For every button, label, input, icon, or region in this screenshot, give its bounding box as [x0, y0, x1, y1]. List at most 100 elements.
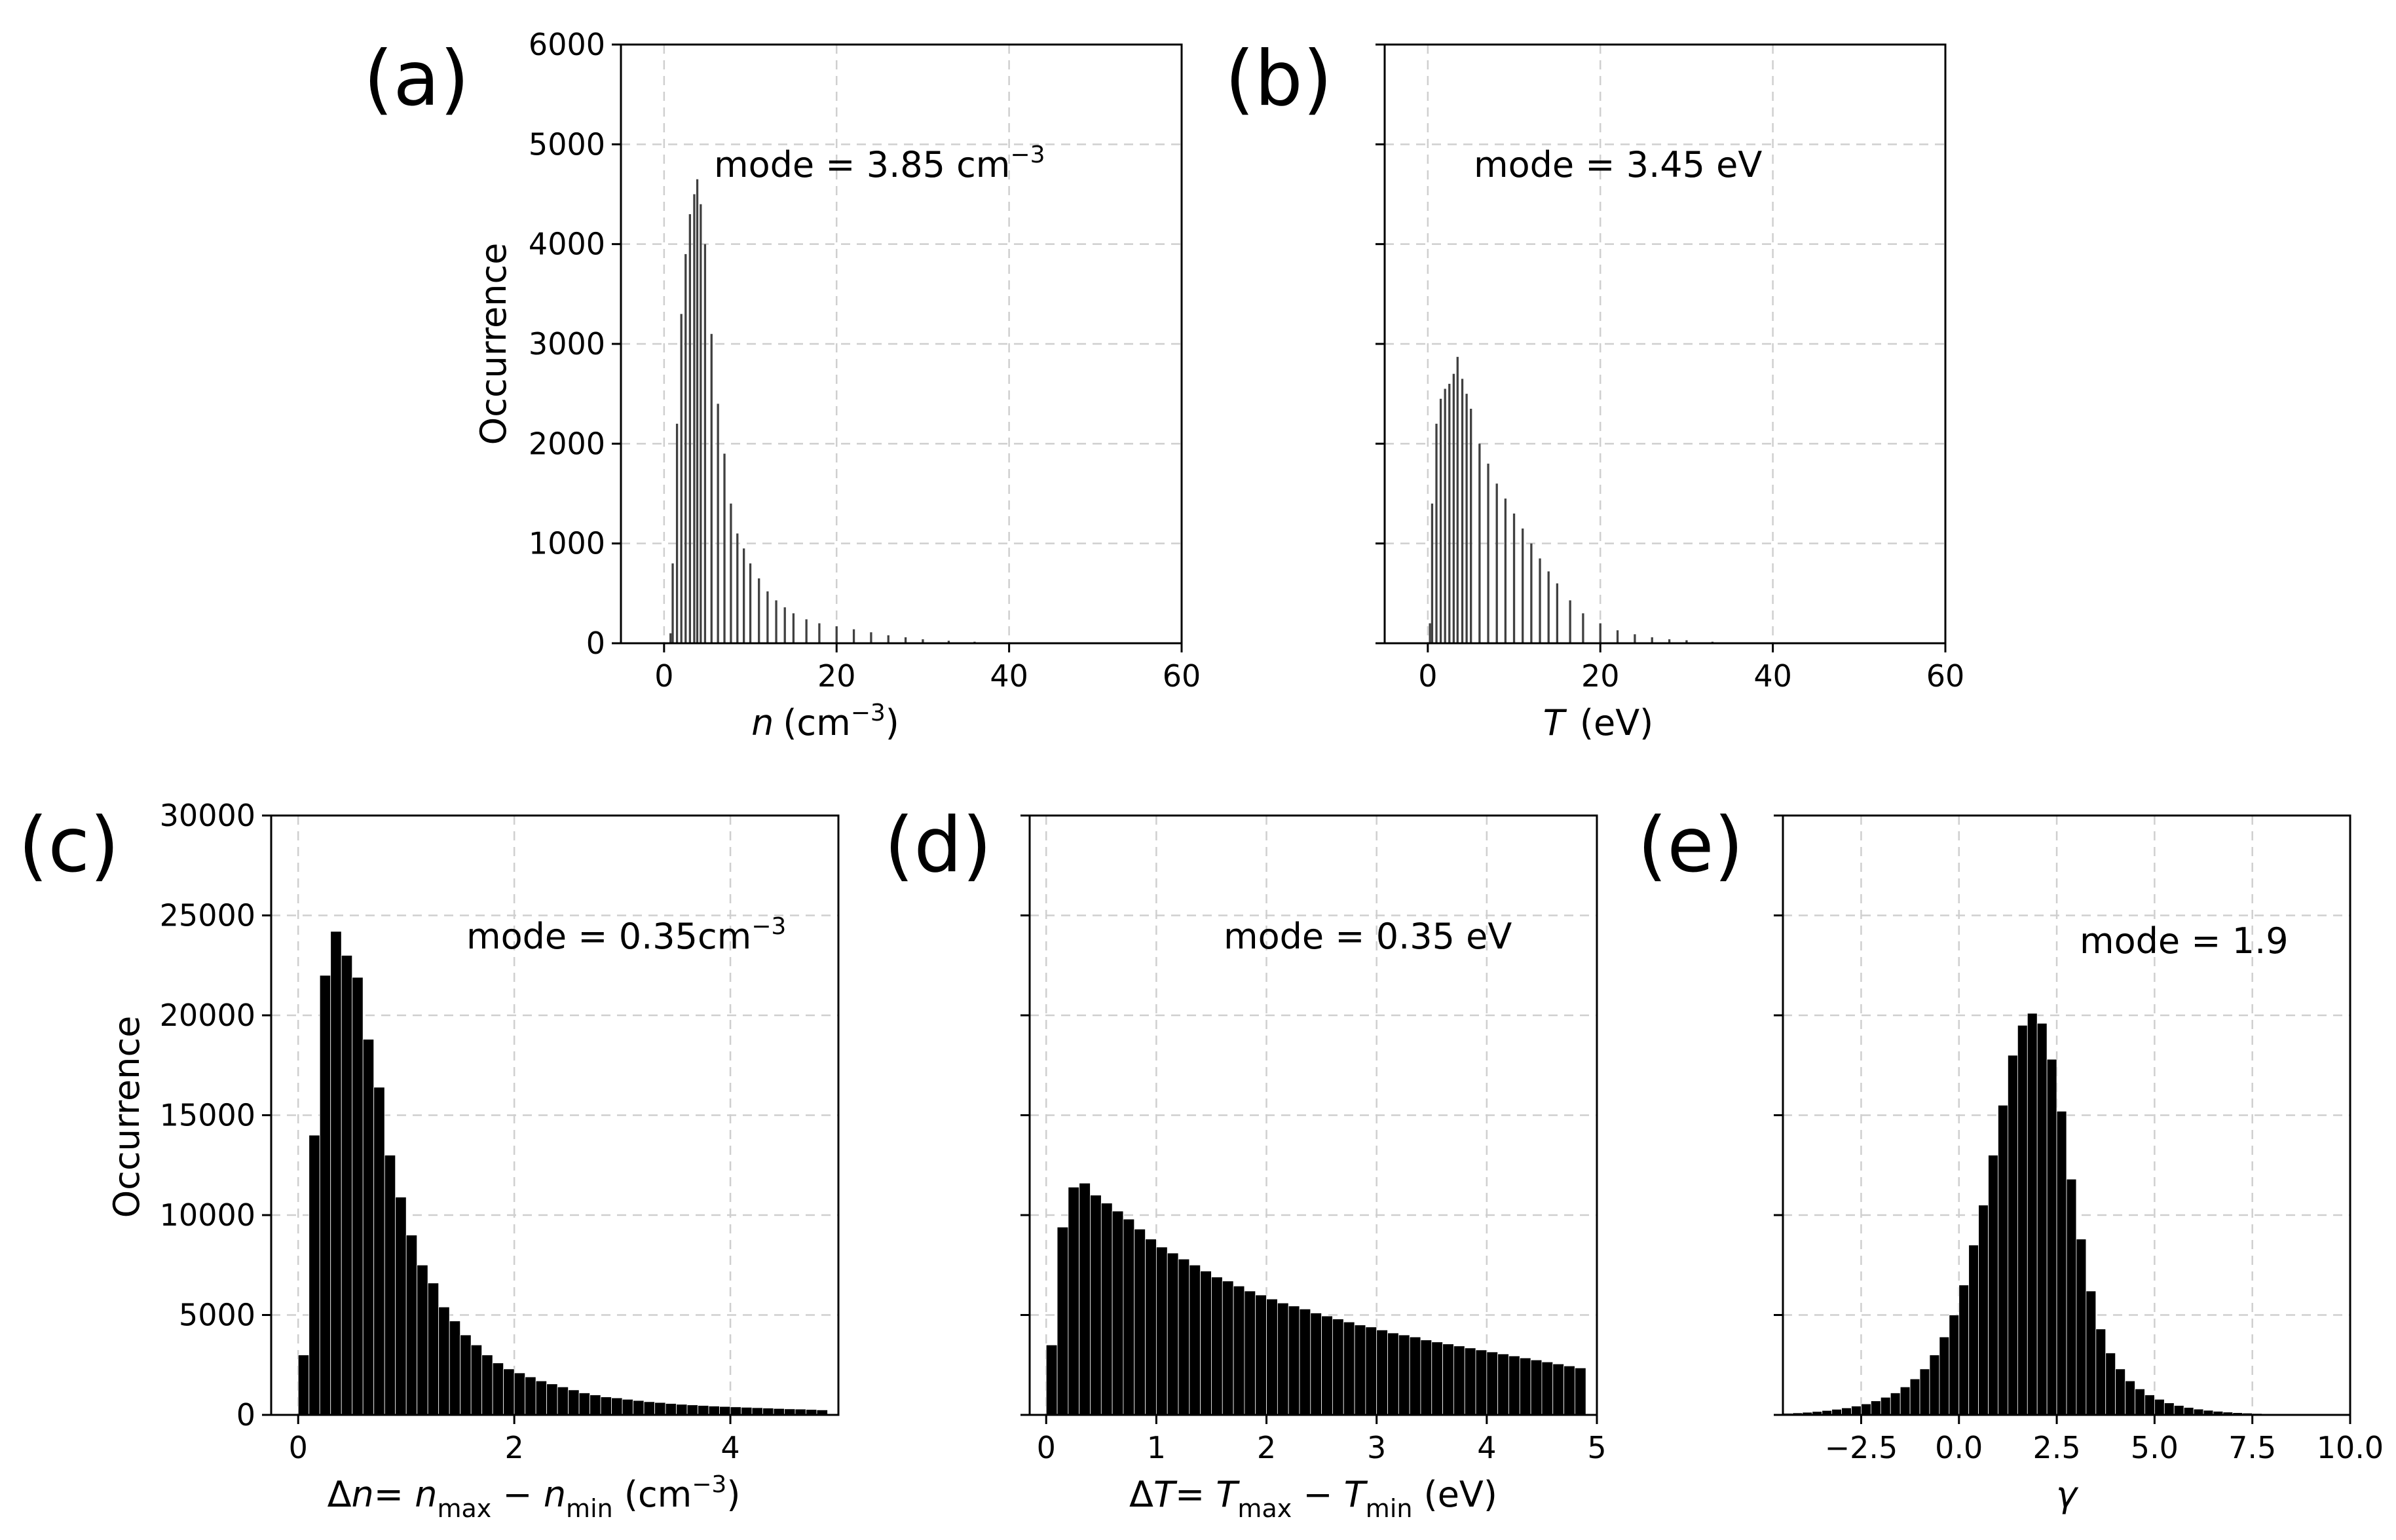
panel-a-bar-10	[710, 333, 713, 643]
panel-e-bar-27	[2046, 1059, 2057, 1416]
panel-d-bar-36	[1442, 1343, 1454, 1416]
panel-a-label: (a)	[364, 35, 470, 123]
panel-c-bar-29	[611, 1397, 623, 1416]
panel-b-bar-24	[1616, 630, 1619, 643]
panel-a-ytick-label-0: 0	[586, 626, 605, 661]
panel-c-xtick-label-2: 4	[721, 1430, 739, 1465]
panel-d-xtick-label-0: 0	[1037, 1430, 1056, 1465]
panel-a-bar-7	[696, 179, 699, 643]
panel-e-bar-11	[1890, 1393, 1901, 1416]
panel-e-bar-16	[1939, 1336, 1950, 1416]
panel-b-bar-19	[1547, 571, 1550, 643]
panel-a-bar-5	[688, 214, 691, 643]
panel-c-mode-annotation: mode = 0.35cm−3	[466, 913, 786, 957]
panel-e-bar-37	[2144, 1395, 2155, 1416]
panel-a-bar-24	[835, 626, 838, 643]
panel-d-bar-27	[1343, 1321, 1355, 1416]
panel-c-bar-10	[405, 1235, 418, 1416]
panel-c-bar-5	[352, 977, 364, 1416]
panel-e-xtick-label-2: 2.5	[2032, 1430, 2080, 1465]
panel-a-bar-19	[775, 600, 777, 643]
panel-d-bar-39	[1475, 1349, 1488, 1416]
panel-e-xtick-label-4: 7.5	[2228, 1430, 2276, 1465]
panel-a-bar-27	[887, 635, 889, 643]
panel-e-bar-31	[2086, 1290, 2097, 1416]
panel-d-bar-45	[1541, 1361, 1554, 1416]
panel-d-xtick-label-3: 3	[1367, 1430, 1386, 1465]
panel-d-bar-1	[1057, 1226, 1069, 1416]
panel-b-bar-12	[1487, 463, 1489, 643]
panel-e-xtick-label-0: −2.5	[1825, 1430, 1898, 1465]
panel-c-bar-28	[600, 1397, 612, 1416]
panel-b-bar-8	[1461, 379, 1464, 643]
panel-b-bar-9	[1465, 394, 1468, 643]
panel-b-xtick-label-2: 40	[1753, 658, 1792, 694]
panel-a-ytick-label-5: 5000	[529, 126, 605, 162]
panel-d-bar-43	[1519, 1357, 1531, 1416]
panel-e-xlabel: γ	[2056, 1474, 2079, 1515]
panel-d-bar-44	[1530, 1359, 1543, 1416]
panel-c-bar-31	[633, 1400, 645, 1416]
panel-d-bar-26	[1332, 1319, 1344, 1416]
panel-b-bar-18	[1539, 558, 1541, 643]
panel-d-bar-7	[1123, 1218, 1135, 1416]
panel-d-bar-42	[1508, 1355, 1520, 1416]
panel-e-bar-17	[1949, 1315, 1960, 1416]
panel-d-bar-18	[1244, 1290, 1256, 1416]
panel-c-ytick-label-0: 0	[236, 1397, 255, 1433]
panel-b-xlabel: T (eV)	[1543, 702, 1653, 743]
panel-d-bar-47	[1563, 1365, 1575, 1416]
panel-e-bar-12	[1900, 1386, 1911, 1416]
panel-e-bar-20	[1978, 1205, 1989, 1416]
panel-e-bar-19	[1968, 1245, 1979, 1416]
panel-d-bar-12	[1178, 1258, 1190, 1416]
panel-d-bar-21	[1277, 1302, 1289, 1416]
panel-e-xtick-label-5: 10.0	[2317, 1430, 2384, 1465]
panel-e-xtick-label-3: 5.0	[2131, 1430, 2179, 1465]
panel-a-xtick-label-0: 0	[654, 658, 673, 694]
panel-d-xtick-label-4: 4	[1477, 1430, 1496, 1465]
panel-c-bar-35	[676, 1404, 688, 1416]
panel-b-bar-1	[1431, 503, 1434, 643]
panel-c-bar-16	[470, 1344, 483, 1416]
panel-d-bar-11	[1167, 1252, 1179, 1416]
panel-c-ytick-label-6: 30000	[160, 798, 255, 833]
panel-c-bar-27	[590, 1395, 601, 1416]
panel-b: 0 20 40 60 (b) mode = 3.45 eV T (eV)	[1225, 35, 1964, 743]
panel-c-bar-19	[503, 1368, 515, 1416]
panel-c-bar-21	[525, 1376, 536, 1416]
panel-e-bar-18	[1958, 1285, 1970, 1416]
panel-a-bar-2	[675, 423, 679, 643]
panel-e-bar-41	[2183, 1407, 2194, 1416]
panel-c-bar-13	[438, 1306, 450, 1416]
panel-e-bar-28	[2056, 1111, 2067, 1416]
panel-c-bar-37	[698, 1405, 709, 1416]
panel-e-bar-10	[1880, 1397, 1891, 1416]
panel-d-bar-29	[1365, 1326, 1377, 1416]
panel-e-bar-29	[2066, 1178, 2077, 1416]
panel-a-bar-9	[703, 244, 707, 644]
panel-b-bar-23	[1599, 623, 1601, 643]
panel-b-label: (b)	[1225, 35, 1332, 123]
panel-b-bar-13	[1495, 483, 1498, 643]
panel-a-ylabel: Occurrence	[473, 243, 514, 445]
panel-a-bar-20	[783, 607, 786, 643]
panel-b-bar-2	[1435, 423, 1438, 643]
panel-c-bar-34	[665, 1403, 677, 1416]
panel-a-bar-16	[749, 563, 752, 643]
panel-a-xtick-label-3: 60	[1163, 658, 1201, 694]
panel-d-bar-40	[1486, 1351, 1499, 1416]
panel-a-bar-22	[805, 619, 808, 643]
panel-d-bar-35	[1431, 1342, 1443, 1416]
panel-a-bar-4	[684, 254, 687, 643]
panel-d-xlabel: ΔT= Tmax − Tmin (eV)	[1129, 1474, 1497, 1523]
panel-a-bar-18	[766, 591, 769, 643]
panel-a-bar-15	[743, 548, 745, 643]
panel-e-bar-26	[2036, 1023, 2048, 1416]
panel-d-bar-6	[1112, 1211, 1124, 1416]
panel-c-bar-20	[514, 1372, 526, 1416]
panel-c-xlabel: Δn= nmax − nmin (cm−3)	[328, 1471, 741, 1523]
panel-c: 0 2 4 0 5000 10000 15000 20000 25000 30000 (c) mo…	[18, 798, 840, 1523]
panel-a-xlabel: n (cm−3)	[751, 700, 899, 743]
panel-d-xtick-label-5: 5	[1587, 1430, 1606, 1465]
